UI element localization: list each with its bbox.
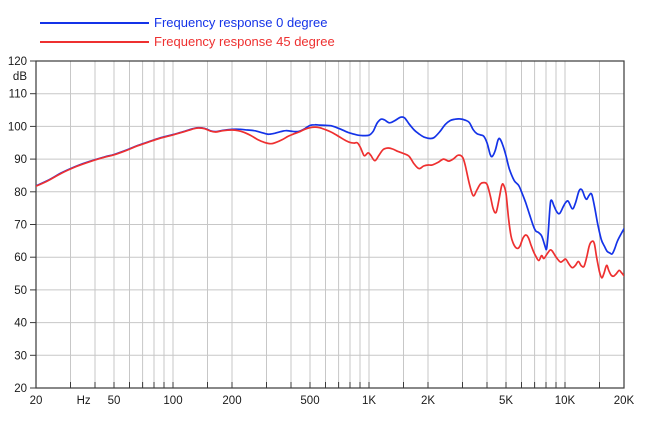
legend-item-0-degree: Frequency response 0 degree	[40, 16, 327, 30]
y-tick-label: 90	[14, 154, 27, 166]
x-tick-label: 200	[222, 395, 241, 407]
x-tick-label: 10K	[555, 395, 576, 407]
x-tick-label: 5K	[499, 395, 513, 407]
legend-label-0-degree: Frequency response 0 degree	[154, 15, 328, 30]
y-tick-label: 30	[14, 350, 27, 362]
legend-line-45-degree-icon	[40, 41, 149, 43]
x-tick-label: 1K	[362, 395, 376, 407]
y-tick-label: 20	[14, 383, 27, 395]
y-tick-label: 50	[14, 285, 27, 297]
legend-line-0-degree-icon	[40, 22, 149, 24]
series-curve-45-degree	[36, 126, 624, 279]
y-tick-label: 100	[8, 121, 27, 133]
y-tick-label: 40	[14, 318, 27, 330]
x-tick-label: 2K	[421, 395, 435, 407]
x-axis-unit-label: Hz	[77, 395, 91, 407]
y-tick-label: 120	[8, 56, 27, 68]
x-tick-label: 50	[108, 395, 121, 407]
y-tick-label: 70	[14, 220, 27, 232]
y-axis-unit-label: dB	[13, 71, 27, 83]
series-curve-0-degree	[36, 116, 624, 255]
x-tick-label: 20K	[614, 395, 635, 407]
y-tick-label: 110	[9, 89, 27, 101]
x-tick-label: 20	[30, 395, 43, 407]
legend-item-45-degree: Frequency response 45 degree	[40, 35, 335, 49]
x-tick-label: 500	[300, 395, 319, 407]
y-tick-label: 60	[14, 252, 27, 264]
y-tick-label: 80	[14, 187, 27, 199]
x-tick-label: 100	[163, 395, 182, 407]
legend-label-45-degree: Frequency response 45 degree	[154, 34, 335, 49]
